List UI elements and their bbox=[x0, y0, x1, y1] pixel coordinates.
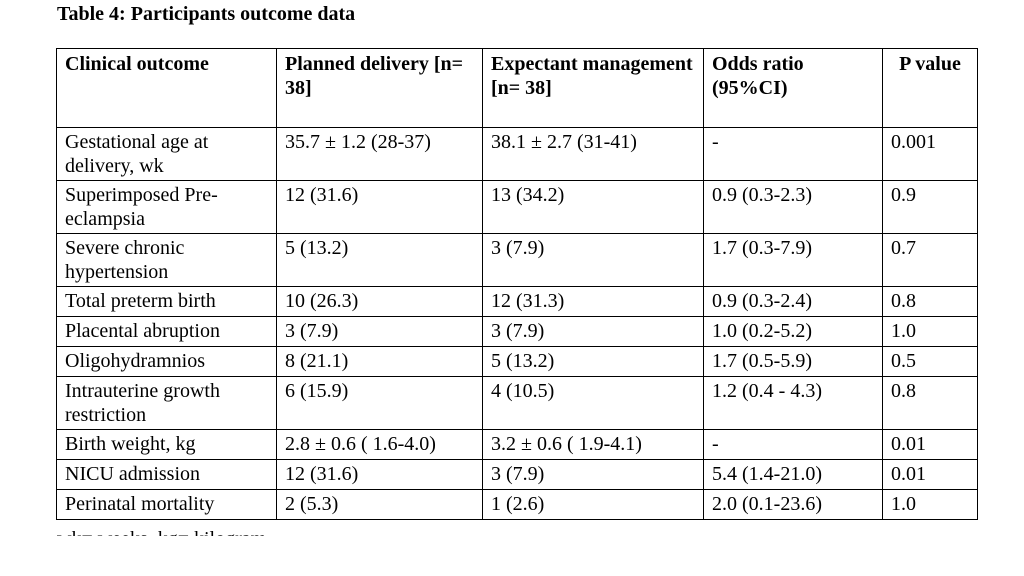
table-header-row: Clinical outcome Planned delivery [n= 38… bbox=[56, 48, 978, 128]
expectant-management-cell: 3.2 ± 0.6 ( 1.9-4.1) bbox=[482, 429, 704, 460]
table-footnote: wk= weeks, kg= kilogram bbox=[57, 527, 266, 536]
odds-ratio-cell: 5.4 (1.4-21.0) bbox=[703, 459, 883, 490]
expectant-management-cell: 38.1 ± 2.7 (31-41) bbox=[482, 127, 704, 181]
column-header-p-value: P value bbox=[882, 48, 978, 128]
p-value-cell: 0.9 bbox=[882, 180, 978, 234]
planned-delivery-cell: 2 (5.3) bbox=[276, 489, 483, 520]
outcome-cell: Gestational age at delivery, wk bbox=[56, 127, 277, 181]
planned-delivery-cell: 12 (31.6) bbox=[276, 459, 483, 490]
column-header-planned-delivery: Planned delivery [n= 38] bbox=[276, 48, 483, 128]
table-row: Oligohydramnios 8 (21.1) 5 (13.2) 1.7 (0… bbox=[56, 346, 978, 377]
p-value-cell: 0.01 bbox=[882, 459, 978, 490]
outcome-cell: NICU admission bbox=[56, 459, 277, 490]
p-value-cell: 0.8 bbox=[882, 286, 978, 317]
expectant-management-cell: 1 (2.6) bbox=[482, 489, 704, 520]
expectant-management-cell: 3 (7.9) bbox=[482, 233, 704, 287]
odds-ratio-cell: 1.7 (0.3-7.9) bbox=[703, 233, 883, 287]
p-value-cell: 0.01 bbox=[882, 429, 978, 460]
planned-delivery-cell: 35.7 ± 1.2 (28-37) bbox=[276, 127, 483, 181]
column-header-odds-ratio: Odds ratio (95%CI) bbox=[703, 48, 883, 128]
planned-delivery-cell: 5 (13.2) bbox=[276, 233, 483, 287]
table-row: Intrauterine growth restriction 6 (15.9)… bbox=[56, 376, 978, 430]
expectant-management-cell: 3 (7.9) bbox=[482, 316, 704, 347]
expectant-management-cell: 4 (10.5) bbox=[482, 376, 704, 430]
p-value-cell: 1.0 bbox=[882, 316, 978, 347]
outcome-cell: Superimposed Pre-eclampsia bbox=[56, 180, 277, 234]
table-row: Birth weight, kg 2.8 ± 0.6 ( 1.6-4.0) 3.… bbox=[56, 429, 978, 460]
expectant-management-cell: 13 (34.2) bbox=[482, 180, 704, 234]
outcome-cell: Oligohydramnios bbox=[56, 346, 277, 377]
planned-delivery-cell: 3 (7.9) bbox=[276, 316, 483, 347]
p-value-cell: 0.5 bbox=[882, 346, 978, 377]
planned-delivery-cell: 12 (31.6) bbox=[276, 180, 483, 234]
outcome-cell: Total preterm birth bbox=[56, 286, 277, 317]
odds-ratio-cell: 1.0 (0.2-5.2) bbox=[703, 316, 883, 347]
table-row: Placental abruption 3 (7.9) 3 (7.9) 1.0 … bbox=[56, 316, 978, 347]
outcome-cell: Severe chronic hypertension bbox=[56, 233, 277, 287]
odds-ratio-cell: - bbox=[703, 127, 883, 181]
table-row: NICU admission 12 (31.6) 3 (7.9) 5.4 (1.… bbox=[56, 459, 978, 490]
expectant-management-cell: 12 (31.3) bbox=[482, 286, 704, 317]
table-row: Superimposed Pre-eclampsia 12 (31.6) 13 … bbox=[56, 180, 978, 234]
p-value-cell: 1.0 bbox=[882, 489, 978, 520]
column-header-expectant-management: Expectant management [n= 38] bbox=[482, 48, 704, 128]
p-value-cell: 0.001 bbox=[882, 127, 978, 181]
outcome-table: Clinical outcome Planned delivery [n= 38… bbox=[56, 48, 978, 520]
column-header-clinical-outcome: Clinical outcome bbox=[56, 48, 277, 128]
expectant-management-cell: 3 (7.9) bbox=[482, 459, 704, 490]
outcome-cell: Birth weight, kg bbox=[56, 429, 277, 460]
outcome-cell: Intrauterine growth restriction bbox=[56, 376, 277, 430]
odds-ratio-cell: 2.0 (0.1-23.6) bbox=[703, 489, 883, 520]
odds-ratio-cell: 0.9 (0.3-2.3) bbox=[703, 180, 883, 234]
expectant-management-cell: 5 (13.2) bbox=[482, 346, 704, 377]
table-row: Perinatal mortality 2 (5.3) 1 (2.6) 2.0 … bbox=[56, 489, 978, 520]
odds-ratio-cell: 1.2 (0.4 - 4.3) bbox=[703, 376, 883, 430]
odds-ratio-cell: - bbox=[703, 429, 883, 460]
odds-ratio-cell: 1.7 (0.5-5.9) bbox=[703, 346, 883, 377]
planned-delivery-cell: 2.8 ± 0.6 ( 1.6-4.0) bbox=[276, 429, 483, 460]
table-row: Gestational age at delivery, wk 35.7 ± 1… bbox=[56, 127, 978, 181]
table-caption: Table 4: Participants outcome data bbox=[57, 3, 356, 25]
outcome-cell: Placental abruption bbox=[56, 316, 277, 347]
odds-ratio-cell: 0.9 (0.3-2.4) bbox=[703, 286, 883, 317]
planned-delivery-cell: 6 (15.9) bbox=[276, 376, 483, 430]
planned-delivery-cell: 8 (21.1) bbox=[276, 346, 483, 377]
planned-delivery-cell: 10 (26.3) bbox=[276, 286, 483, 317]
outcome-cell: Perinatal mortality bbox=[56, 489, 277, 520]
p-value-cell: 0.8 bbox=[882, 376, 978, 430]
p-value-cell: 0.7 bbox=[882, 233, 978, 287]
table-row: Severe chronic hypertension 5 (13.2) 3 (… bbox=[56, 233, 978, 287]
table-row: Total preterm birth 10 (26.3) 12 (31.3) … bbox=[56, 286, 978, 317]
